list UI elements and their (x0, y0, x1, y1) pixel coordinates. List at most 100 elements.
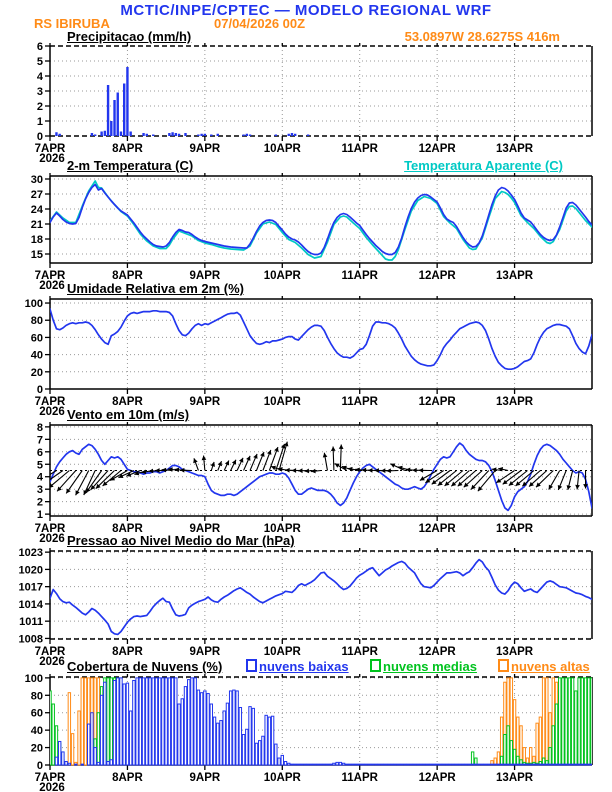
humidity-xtick-year: 2026 (39, 406, 65, 418)
precipitation-ytick: 1 (37, 116, 43, 128)
precipitation-ytick: 5 (37, 56, 43, 68)
mid-clouds-swatch-icon (370, 659, 381, 672)
precipitation-xtick: 8APR (112, 143, 143, 155)
precipitation-xtick: 13APR (496, 143, 534, 155)
precipitation-xtick: 9APR (190, 143, 221, 155)
legend-mid-clouds-label: nuvens medias (383, 659, 477, 674)
pressure-xtick: 9APR (190, 646, 221, 658)
temperature-xtick: 10APR (264, 270, 302, 282)
temperature-series-blue (50, 183, 592, 256)
wind-ytick: 7 (37, 434, 43, 446)
temperature-ytick: 21 (31, 219, 43, 231)
pressure-ytick: 1020 (19, 564, 43, 576)
wind-xtick: 9APR (190, 523, 221, 535)
humidity-xtick: 13APR (496, 396, 534, 408)
humidity-ytick: 60 (31, 332, 43, 344)
clouds-xtick: 13APR (496, 772, 534, 784)
precipitation-title: Precipitacao (mm/h) (67, 29, 192, 44)
clouds-xtick: 8APR (112, 772, 143, 784)
wind-ytick: 5 (37, 459, 43, 471)
wind-xtick-year: 2026 (39, 533, 65, 545)
precipitation-ytick: 4 (37, 71, 44, 83)
wind-ytick: 4 (37, 472, 44, 484)
clouds-xtick: 9APR (190, 772, 221, 784)
precipitation-xtick: 7APR (35, 143, 66, 155)
clouds-xtick: 7APR (35, 772, 66, 784)
wind-ytick: 3 (37, 484, 43, 496)
station-label: RS IBIRUBA (34, 16, 110, 31)
precipitation-xtick: 11APR (341, 143, 378, 155)
pressure-ytick: 1011 (19, 616, 43, 628)
precipitation-ytick: 6 (37, 41, 43, 53)
precipitation-xtick: 12APR (419, 143, 457, 155)
wind-ytick: 6 (37, 447, 43, 459)
temperature-xtick: 9APR (190, 270, 221, 282)
temperature-xtick: 11APR (341, 270, 378, 282)
precipitation-xtick: 10APR (264, 143, 302, 155)
humidity-ytick: 0 (37, 384, 43, 396)
wind-ytick: 1 (37, 509, 43, 521)
pressure-xtick: 10APR (264, 646, 302, 658)
temperature-ytick: 15 (31, 249, 43, 261)
temperature-series-cyan (50, 180, 592, 261)
clouds-series-blue (54, 677, 592, 766)
pressure-xtick: 7APR (35, 646, 66, 658)
humidity-ytick: 40 (31, 350, 43, 362)
precipitation-xtick-year: 2026 (39, 153, 65, 165)
temperature-ytick: 27 (31, 189, 43, 201)
run-datetime: 07/04/2026 00Z (214, 16, 306, 31)
clouds-xtick: 10APR (264, 772, 302, 784)
wind-xtick: 10APR (264, 523, 302, 535)
legend-high-clouds-label: nuvens altas (511, 659, 590, 674)
temperature-ytick: 18 (31, 234, 43, 246)
pressure-title: Pressao ao Nivel Medio do Mar (hPa) (67, 533, 295, 548)
clouds-ytick: 40 (31, 725, 43, 737)
clouds-xtick-year: 2026 (39, 782, 65, 792)
wind-xtick: 12APR (419, 523, 457, 535)
pressure-ytick: 1014 (19, 599, 44, 611)
precipitation-ytick: 2 (37, 101, 43, 113)
pressure-xtick: 13APR (496, 646, 534, 658)
precipitation-series-blue (55, 67, 310, 136)
pressure-ytick: 1023 (19, 547, 43, 559)
wind-ytick: 2 (37, 497, 43, 509)
humidity-xtick: 8APR (112, 396, 143, 408)
low-clouds-swatch-icon (246, 659, 257, 672)
wind-xtick: 8APR (112, 523, 143, 535)
clouds-xtick: 12APR (419, 772, 457, 784)
humidity-xtick: 10APR (264, 396, 302, 408)
apparent-temperature-legend: Temperatura Aparente (C) (404, 158, 563, 173)
clouds-xtick: 11APR (341, 772, 378, 784)
pressure-xtick: 11APR (341, 646, 378, 658)
temperature-xtick: 13APR (496, 270, 534, 282)
pressure-xtick-year: 2026 (39, 656, 65, 668)
pressure-xtick: 12APR (419, 646, 457, 658)
wind-ytick: 8 (37, 422, 43, 434)
wind-title: Vento em 10m (m/s) (67, 407, 190, 422)
legend-low-clouds-label: nuvens baixas (259, 659, 349, 674)
humidity-title: Umidade Relativa em 2m (%) (67, 281, 245, 296)
humidity-xtick: 12APR (419, 396, 457, 408)
humidity-ytick: 100 (25, 298, 43, 310)
humidity-xtick: 11APR (341, 396, 378, 408)
clouds-ytick: 80 (31, 690, 43, 702)
clouds-title: Cobertura de Nuvens (%) (67, 659, 223, 674)
humidity-xtick: 9APR (190, 396, 221, 408)
wind-xtick: 7APR (35, 523, 66, 535)
high-clouds-swatch-icon (498, 659, 509, 672)
clouds-ytick: 20 (31, 743, 43, 755)
temperature-title: 2-m Temperatura (C) (67, 158, 194, 173)
clouds-ytick: 0 (37, 760, 43, 772)
temperature-ytick: 30 (31, 174, 43, 186)
wind-vectors (50, 441, 592, 496)
page-title: MCTIC/INPE/CPTEC — MODELO REGIONAL WRF (120, 2, 492, 19)
wind-xtick: 11APR (341, 523, 378, 535)
